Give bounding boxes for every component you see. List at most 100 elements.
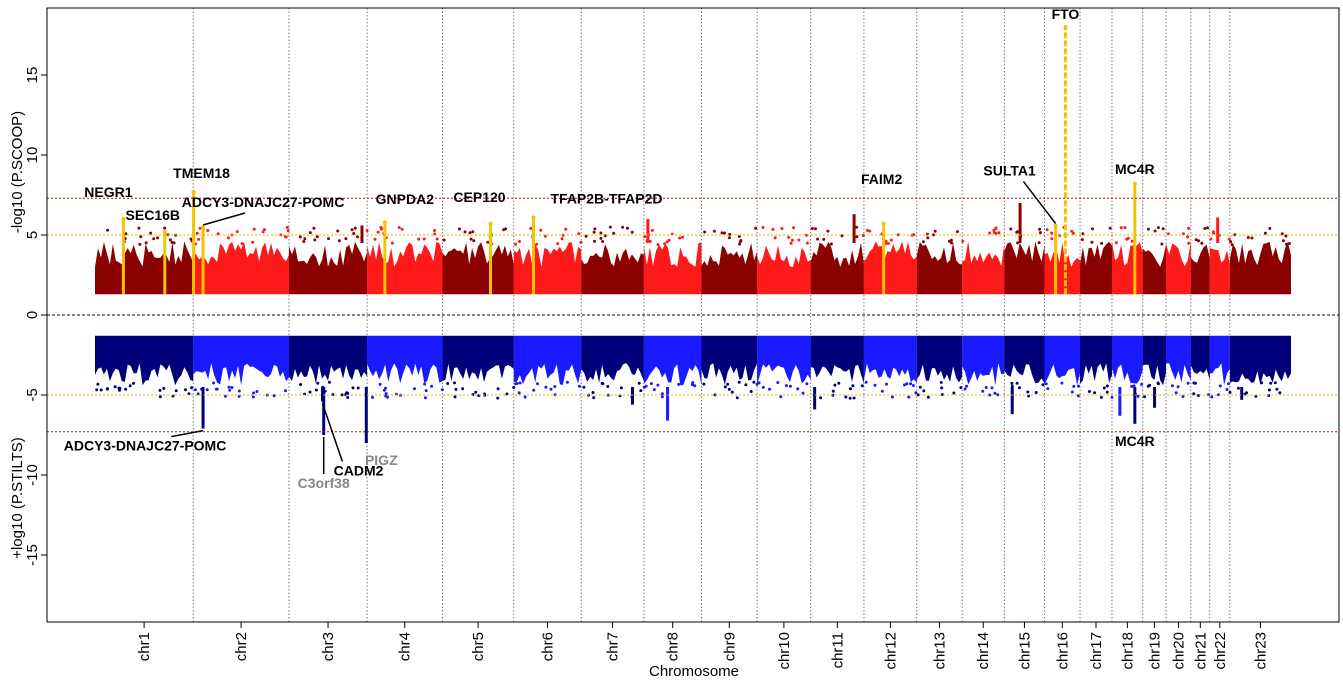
top-band-chr22 xyxy=(1209,248,1230,295)
bottom-point xyxy=(755,382,759,386)
top-point xyxy=(754,226,758,230)
gene-label-bottom-cadm2: CADM2 xyxy=(334,462,384,478)
top-point xyxy=(790,238,794,242)
bottom-point xyxy=(1236,386,1240,390)
top-point xyxy=(1146,227,1150,231)
bottom-point xyxy=(890,395,894,399)
top-point xyxy=(992,228,996,232)
top-point xyxy=(163,226,167,230)
bottom-point xyxy=(105,387,109,391)
top-point xyxy=(761,226,765,229)
x-tick-label-chr4: chr4 xyxy=(397,632,414,661)
bottom-point xyxy=(272,394,276,398)
top-point xyxy=(539,228,543,232)
top-point xyxy=(1126,236,1130,240)
bottom-point xyxy=(965,384,969,388)
top-point xyxy=(886,242,890,245)
bottom-band-chr4 xyxy=(367,335,443,384)
top-point xyxy=(564,227,568,231)
bottom-point xyxy=(340,393,344,397)
bottom-point xyxy=(223,394,227,398)
bottom-point xyxy=(749,390,753,393)
top-point xyxy=(380,227,384,231)
top-band-chr2 xyxy=(193,241,289,295)
bottom-point xyxy=(1105,384,1109,388)
gene-label-tfap2b-tfap2d: TFAP2B-TFAP2D xyxy=(550,190,662,206)
top-point xyxy=(592,230,596,234)
bottom-point xyxy=(251,395,255,399)
gene-leader-line xyxy=(1022,180,1057,224)
peak-top-point xyxy=(1053,223,1058,228)
top-band-chr5 xyxy=(442,242,514,295)
bottom-band-chr2 xyxy=(193,335,289,386)
bottom-point xyxy=(819,396,823,400)
top-point xyxy=(252,227,256,231)
bottom-point xyxy=(190,386,194,390)
bottom-point xyxy=(299,383,303,386)
top-point xyxy=(1280,232,1284,236)
bottom-point xyxy=(95,388,99,392)
bottom-point xyxy=(1228,390,1232,394)
bottom-point xyxy=(831,389,835,393)
top-band-chr7 xyxy=(581,244,644,295)
top-point xyxy=(678,236,682,240)
top-point xyxy=(1268,226,1272,230)
top-point xyxy=(738,242,741,246)
bottom-point xyxy=(1194,381,1197,385)
top-point xyxy=(814,227,817,231)
bottom-point xyxy=(518,381,522,385)
top-band-chr13 xyxy=(916,242,963,295)
top-point xyxy=(855,235,859,239)
top-point xyxy=(926,236,930,240)
gene-label-mc4r: MC4R xyxy=(1115,161,1155,177)
bottom-point xyxy=(496,396,500,400)
bottom-point xyxy=(1181,395,1185,398)
top-point xyxy=(648,239,652,243)
bottom-band-chr10 xyxy=(757,335,811,385)
bottom-point xyxy=(752,380,756,384)
top-point xyxy=(422,237,426,241)
top-point xyxy=(787,235,791,239)
top-point xyxy=(365,229,369,232)
top-point xyxy=(195,231,199,235)
top-point xyxy=(1200,241,1204,245)
peak-top-point xyxy=(382,220,387,225)
top-point xyxy=(723,231,726,235)
bottom-point xyxy=(1170,384,1174,388)
bottom-point xyxy=(805,382,809,386)
top-point xyxy=(1206,226,1209,230)
top-point xyxy=(579,240,583,244)
bottom-point xyxy=(351,386,355,390)
bottom-point xyxy=(565,380,569,384)
bottom-point xyxy=(118,386,122,390)
bottom-point xyxy=(1018,386,1021,390)
top-point xyxy=(826,229,830,233)
bottom-point xyxy=(158,388,162,392)
top-point xyxy=(988,231,992,235)
top-point xyxy=(251,240,255,244)
top-point xyxy=(931,233,935,237)
top-point xyxy=(933,229,937,233)
bottom-point xyxy=(922,389,926,393)
x-tick-label-chr23: chr23 xyxy=(1252,632,1269,670)
top-point xyxy=(235,230,239,234)
x-tick-label-chr13: chr13 xyxy=(931,632,948,670)
bottom-point xyxy=(649,382,653,386)
bottom-point xyxy=(1186,381,1190,385)
top-point xyxy=(144,241,148,245)
top-point xyxy=(1070,229,1074,233)
top-point xyxy=(667,238,671,242)
bottom-point xyxy=(735,396,739,400)
bottom-point xyxy=(1273,381,1277,385)
bottom-point xyxy=(885,382,888,386)
bottom-point xyxy=(1110,395,1114,399)
top-point xyxy=(1160,242,1164,246)
bottom-point xyxy=(723,385,727,389)
gene-label-bottom-adcy3-dnajc27-pomc: ADCY3-DNAJC27-POMC xyxy=(64,438,227,454)
gene-label-bottom-mc4r: MC4R xyxy=(1115,433,1155,449)
top-point xyxy=(1091,227,1094,231)
bottom-point xyxy=(255,390,259,393)
top-point xyxy=(896,233,900,237)
bottom-point xyxy=(252,391,256,395)
bottom-point xyxy=(952,391,956,395)
